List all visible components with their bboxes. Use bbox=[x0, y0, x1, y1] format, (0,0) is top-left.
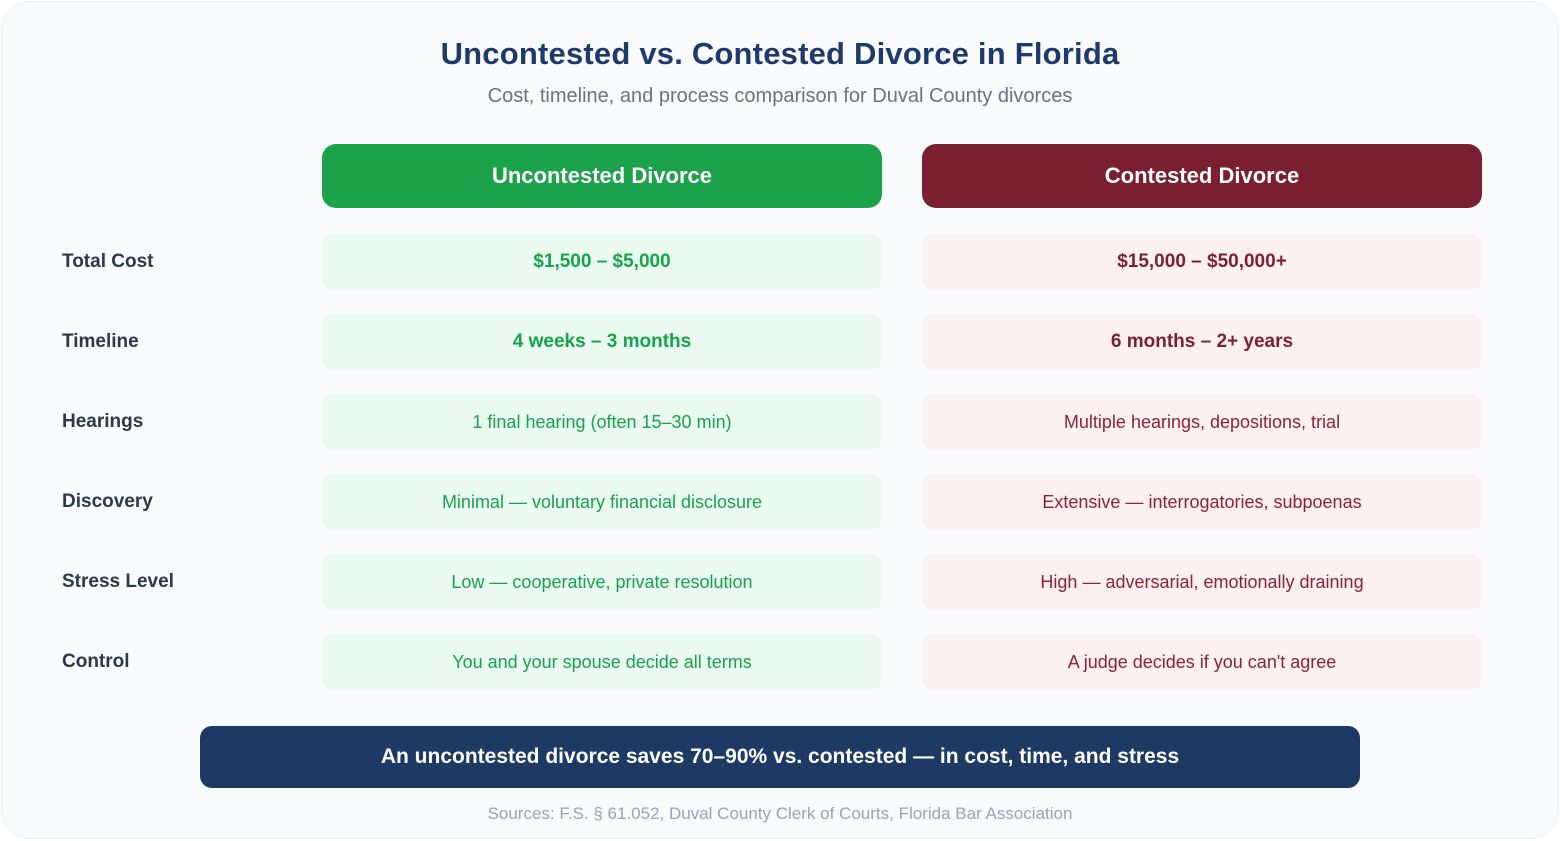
contested-total-cost-cell: $15,000 – $50,000+ bbox=[922, 234, 1482, 290]
sources-footer: Sources: F.S. § 61.052, Duval County Cle… bbox=[487, 804, 1073, 823]
table-row-total-cost: Total Cost $1,500 – $5,000 $15,000 – $50… bbox=[62, 234, 1482, 290]
row-label-total-cost: Total Cost bbox=[62, 251, 154, 272]
column-header-uncontested: Uncontested Divorce bbox=[322, 144, 882, 208]
uncontested-stress-level-cell: Low — cooperative, private resolution bbox=[322, 554, 882, 610]
contested-discovery-cell: Extensive — interrogatories, subpoenas bbox=[922, 474, 1482, 530]
contested-control-cell: A judge decides if you can't agree bbox=[922, 634, 1482, 690]
row-label-stress-level: Stress Level bbox=[62, 571, 174, 592]
page-subtitle: Cost, timeline, and process comparison f… bbox=[487, 85, 1073, 107]
uncontested-timeline-cell: 4 weeks – 3 months bbox=[322, 314, 882, 370]
row-label-discovery: Discovery bbox=[62, 491, 153, 512]
contested-hearings-cell: Multiple hearings, depositions, trial bbox=[922, 394, 1482, 450]
contested-timeline-cell: 6 months – 2+ years bbox=[922, 314, 1482, 370]
row-label-timeline: Timeline bbox=[62, 331, 139, 352]
page-title: Uncontested vs. Contested Divorce in Flo… bbox=[440, 36, 1120, 71]
comparison-table: Uncontested Divorce Contested Divorce To… bbox=[62, 144, 1482, 690]
uncontested-total-cost-cell: $1,500 – $5,000 bbox=[322, 234, 882, 290]
row-label-hearings: Hearings bbox=[62, 411, 144, 432]
savings-banner: An uncontested divorce saves 70–90% vs. … bbox=[200, 726, 1360, 788]
uncontested-discovery-cell: Minimal — voluntary financial disclosure bbox=[322, 474, 882, 530]
table-row-timeline: Timeline 4 weeks – 3 months 6 months – 2… bbox=[62, 314, 1482, 370]
uncontested-hearings-cell: 1 final hearing (often 15–30 min) bbox=[322, 394, 882, 450]
contested-stress-level-cell: High — adversarial, emotionally draining bbox=[922, 554, 1482, 610]
column-header-contested: Contested Divorce bbox=[922, 144, 1482, 208]
column-header-row: Uncontested Divorce Contested Divorce bbox=[62, 144, 1482, 208]
table-row-control: Control You and your spouse decide all t… bbox=[62, 634, 1482, 690]
table-row-discovery: Discovery Minimal — voluntary financial … bbox=[62, 474, 1482, 530]
row-label-control: Control bbox=[62, 651, 130, 672]
table-row-stress-level: Stress Level Low — cooperative, private … bbox=[62, 554, 1482, 610]
uncontested-control-cell: You and your spouse decide all terms bbox=[322, 634, 882, 690]
table-row-hearings: Hearings 1 final hearing (often 15–30 mi… bbox=[62, 394, 1482, 450]
header: Uncontested vs. Contested Divorce in Flo… bbox=[2, 2, 1558, 110]
